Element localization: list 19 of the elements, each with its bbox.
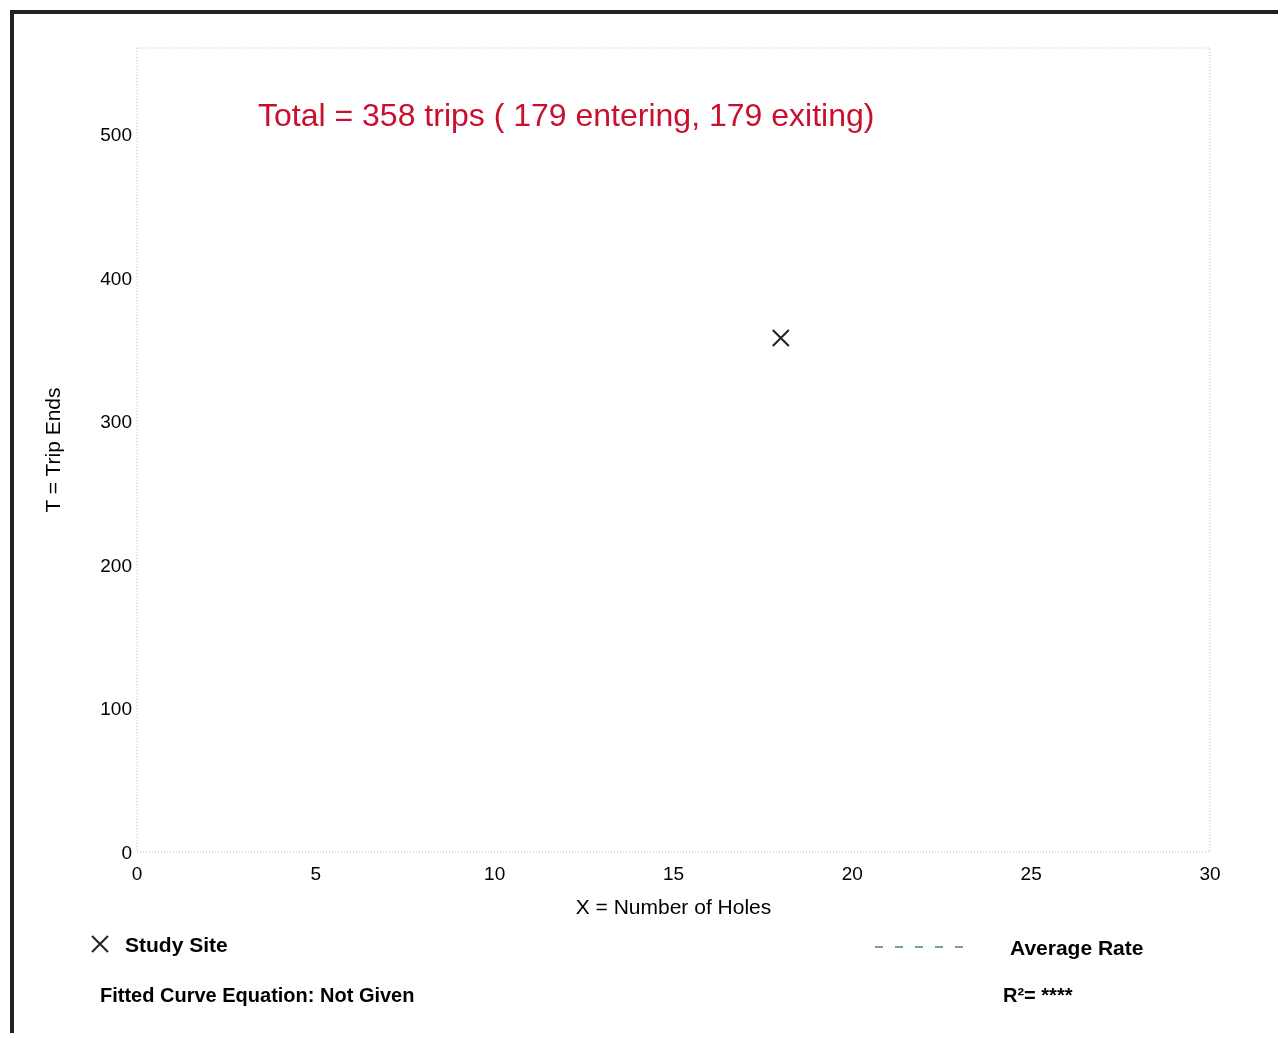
legend-label: Study Site [125,933,228,956]
text: R²= **** [1003,984,1073,1006]
y-tick-label: 300 [100,411,132,433]
y-tick-label: 100 [100,698,132,720]
text: Total = 358 trips ( 179 entering, 179 exiting) [258,97,875,133]
y-axis-title: T = Trip Ends [41,387,64,513]
x-tick-label: 5 [310,863,322,884]
x-tick-label: 10 [484,863,506,884]
y-tick-label: 200 [100,554,132,576]
x-tick-label: 25 [1020,863,1042,884]
x-tick-label: 30 [1199,863,1221,884]
y-tick-label: 0 [121,842,132,863]
text: Fitted Curve Equation: Not Given [100,984,415,1006]
x-axis-title: X = Number of Holes [575,895,772,918]
y-tick-label: 500 [100,124,132,146]
x-tick-label: 15 [662,863,685,884]
x-tick-label: 20 [841,863,863,884]
y-tick-label: 400 [100,267,132,289]
legend-label: Average Rate [1010,936,1144,959]
